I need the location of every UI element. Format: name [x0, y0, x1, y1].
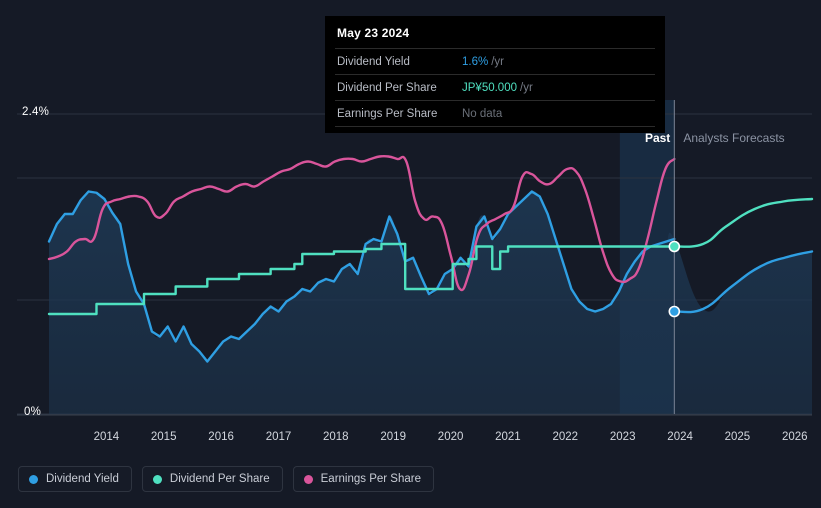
x-axis-tick-2022: 2022 [552, 431, 579, 443]
past-label: Past [644, 131, 671, 145]
dividend-per-share-line-history[interactable] [47, 242, 676, 316]
x-axis-tick-2017: 2017 [265, 431, 292, 443]
tooltip-row: Earnings Per Share No data [335, 100, 655, 126]
dividend-per-share-marker[interactable] [668, 240, 681, 253]
dividend-yield-line-forecast[interactable] [673, 250, 814, 314]
tooltip-bottom-rule [335, 126, 655, 133]
legend-item-label: Dividend Yield [46, 473, 119, 485]
tooltip-row-value: No data [462, 108, 502, 120]
tooltip-rows: Dividend Yield 1.6%/yr Dividend Per Share J… [325, 48, 665, 126]
tooltip-row-value: JP¥50.000/yr [462, 82, 533, 94]
analysts-forecasts-label: Analysts Forecasts [683, 131, 785, 145]
legend-item-label: Earnings Per Share [320, 473, 421, 485]
x-axis-tick-2019: 2019 [380, 431, 406, 443]
legend-color-dot-icon [152, 474, 162, 484]
x-axis-tick-2024: 2024 [667, 431, 693, 443]
x-axis-tick-2025: 2025 [724, 431, 751, 443]
tooltip-row-value-unit: /yr [491, 55, 504, 68]
dividend-yield-line-history[interactable] [47, 190, 676, 363]
tooltip-row-value: 1.6%/yr [462, 56, 504, 68]
x-axis-tick-2023: 2023 [609, 431, 636, 443]
chart-tooltip: May 23 2024 Dividend Yield 1.6%/yr Dividen… [325, 16, 665, 133]
y-axis-label-bottom: 0% [24, 406, 42, 418]
x-axis-tick-2026: 2026 [782, 431, 808, 443]
x-axis-tick-2015: 2015 [150, 431, 177, 443]
tooltip-row-value-unit: /yr [520, 81, 533, 94]
legend-color-dot-icon [29, 474, 38, 484]
y-axis-label-top: 2.4% [22, 106, 50, 118]
x-axis-tick-2018: 2018 [323, 431, 349, 443]
chart-legend: Dividend Yield Dividend Per Share Earnings… [18, 466, 434, 492]
legend-item-label: Dividend Per Share [169, 473, 270, 485]
legend-item-earnings-per-share[interactable]: Earnings Per Share [292, 466, 434, 492]
tooltip-row-value-number: No data [462, 107, 503, 120]
x-axis-tick-2014: 2014 [93, 431, 120, 443]
tooltip-row: Dividend Yield 1.6%/yr [335, 48, 655, 74]
legend-item-dividend-yield[interactable]: Dividend Yield [18, 466, 132, 492]
x-axis-tick-2020: 2020 [437, 431, 464, 443]
tooltip-row: Dividend Per Share JP¥50.000/yr [335, 74, 655, 100]
tooltip-row-label: Earnings Per Share [337, 107, 438, 120]
past-region-label-wrap: Past [0, 0, 674, 145]
dividend-yield-marker[interactable] [668, 305, 681, 318]
dividend-yield-area [49, 190, 812, 414]
dividend-per-share-line-forecast[interactable] [673, 197, 814, 248]
tooltip-row-label: Dividend Yield [337, 55, 410, 68]
tooltip-row-value-number: JP¥50.000 [462, 81, 517, 94]
tooltip-row-value-number: 1.6% [462, 55, 489, 68]
tooltip-row-label: Dividend Per Share [337, 81, 437, 94]
legend-item-dividend-per-share[interactable]: Dividend Per Share [141, 466, 283, 492]
tooltip-date: May 23 2024 [337, 26, 410, 40]
legend-color-dot-icon [303, 474, 313, 484]
x-axis-tick-2021: 2021 [495, 431, 521, 443]
earnings-per-share-line[interactable] [47, 154, 676, 292]
x-axis-tick-2016: 2016 [208, 431, 234, 443]
